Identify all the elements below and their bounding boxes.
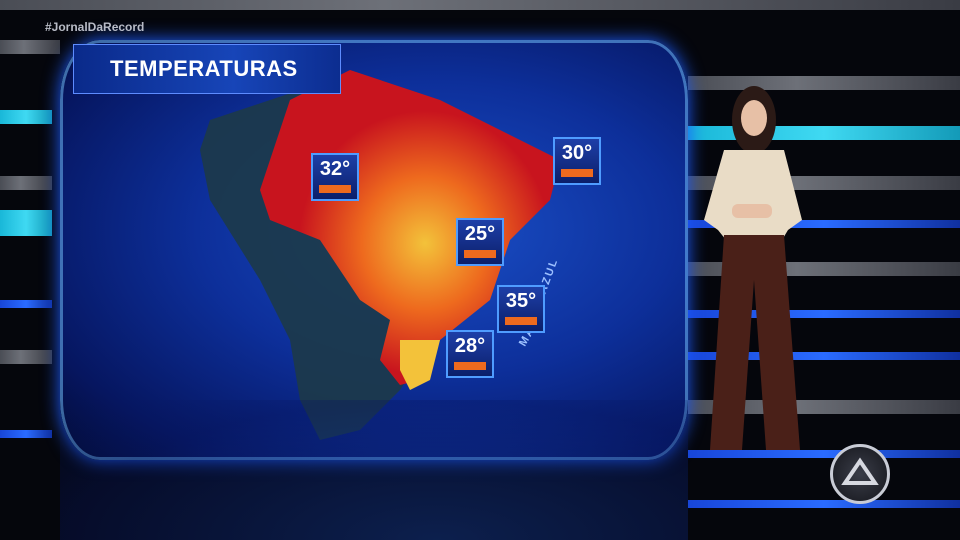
- temperature-value: 30°: [561, 142, 593, 164]
- record-logo: [830, 444, 890, 504]
- temperature-value: 35°: [505, 290, 537, 312]
- temperature-value: 32°: [319, 158, 351, 180]
- temperature-badge: 25°: [456, 218, 504, 266]
- brazil-heatmap: [260, 70, 560, 385]
- temperature-badge: 30°: [553, 137, 601, 185]
- presenter: [696, 80, 816, 460]
- south-america-map: [200, 70, 560, 440]
- temperature-badge: 35°: [497, 285, 545, 333]
- graphic-title: TEMPERATURAS: [73, 44, 341, 94]
- weather-map-screen: MAZO AZUL: [60, 40, 688, 460]
- floor-reflection: [60, 400, 688, 540]
- badge-bar: [561, 169, 593, 177]
- temperature-value: 28°: [454, 335, 486, 357]
- badge-bar: [464, 250, 496, 258]
- south-brazil: [400, 340, 440, 390]
- temperature-badge: 28°: [446, 330, 494, 378]
- badge-bar: [454, 362, 486, 370]
- hashtag: #JornalDaRecord: [45, 20, 145, 34]
- temperature-value: 25°: [464, 223, 496, 245]
- temperature-badge: 32°: [311, 153, 359, 201]
- badge-bar: [505, 317, 537, 325]
- badge-bar: [319, 185, 351, 193]
- globe-edge: [60, 40, 688, 460]
